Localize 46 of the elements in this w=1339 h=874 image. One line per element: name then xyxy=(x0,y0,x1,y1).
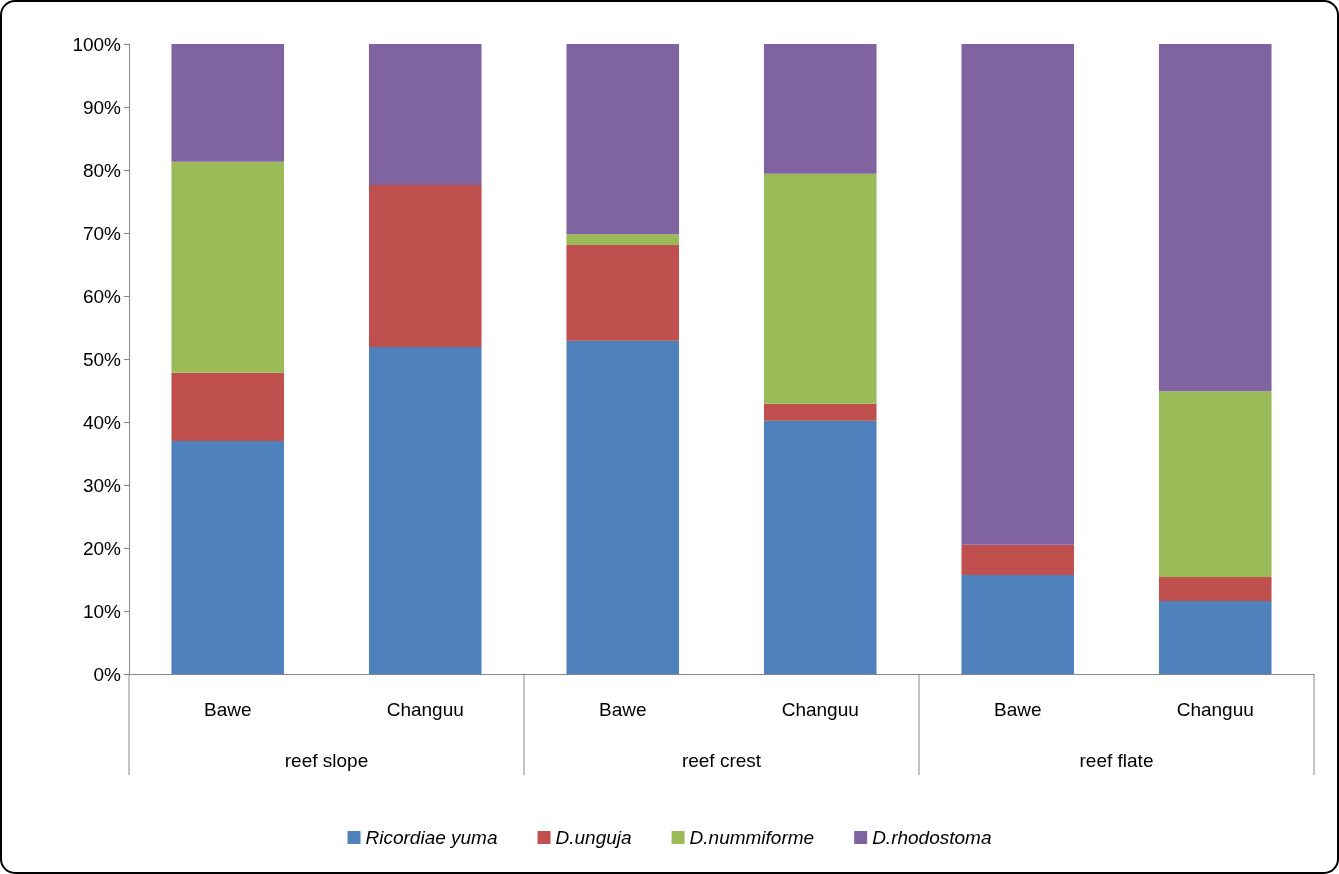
bar xyxy=(171,161,285,373)
y-tick-label: 30% xyxy=(82,474,122,496)
y-tick-label: 10% xyxy=(82,600,122,622)
y-tick-label: 70% xyxy=(82,222,122,244)
bar xyxy=(961,44,1075,545)
bar xyxy=(171,440,285,674)
y-tick-label: 50% xyxy=(82,348,122,370)
bar xyxy=(763,44,877,174)
bar xyxy=(1158,391,1272,577)
bar xyxy=(961,544,1075,576)
bar xyxy=(171,44,285,162)
legend-label: Ricordiae yuma xyxy=(365,827,498,848)
legend-label: D.rhodostoma xyxy=(872,827,992,848)
bar xyxy=(566,44,680,235)
bar xyxy=(368,185,482,348)
x-tick-label: Changuu xyxy=(1176,699,1254,720)
y-tick-label: 90% xyxy=(82,96,122,118)
text: reef crest xyxy=(681,749,762,771)
legend-label: D.unguja xyxy=(555,827,632,848)
bar xyxy=(368,44,482,186)
bar xyxy=(566,244,680,341)
bar xyxy=(566,340,680,674)
x-tick-label: Bawe xyxy=(993,699,1042,720)
bar xyxy=(171,372,285,441)
bar xyxy=(763,420,877,674)
bar xyxy=(763,403,877,421)
y-tick-label: 40% xyxy=(82,411,122,433)
bar xyxy=(1158,576,1272,601)
bar xyxy=(1158,600,1272,674)
bar xyxy=(1158,44,1272,392)
x-tick-label: Bawe xyxy=(598,699,647,720)
y-tick-label: 0% xyxy=(93,663,122,685)
y-tick-label: 100% xyxy=(72,33,122,55)
y-tick-label: 60% xyxy=(82,285,122,307)
text: reef slope xyxy=(284,749,369,771)
x-tick-label: Bawe xyxy=(203,699,252,720)
x-tick-label: Changuu xyxy=(386,699,464,720)
x-tick-label: Changuu xyxy=(781,699,859,720)
y-tick-label: 20% xyxy=(82,537,122,559)
text: reef flate xyxy=(1079,749,1154,771)
bar xyxy=(368,347,482,674)
bar xyxy=(763,173,877,404)
bar xyxy=(566,234,680,245)
legend-label: D.nummiforme xyxy=(689,827,815,848)
y-tick-label: 80% xyxy=(82,159,122,181)
bar xyxy=(961,575,1075,674)
